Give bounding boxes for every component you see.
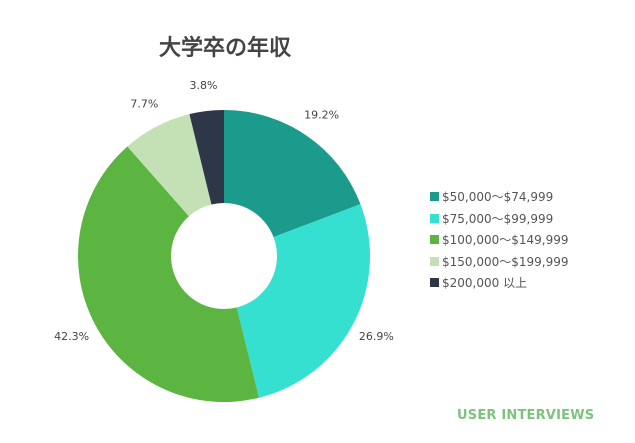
legend-label: $150,000～$199,999 (442, 254, 569, 269)
legend-swatch (430, 213, 439, 223)
legend-swatch (430, 235, 439, 245)
legend-item: $50,000～$74,999 (430, 186, 569, 208)
legend-item: $150,000～$199,999 (430, 251, 569, 273)
data-label: 7.7% (130, 98, 158, 111)
data-label: 42.3% (54, 330, 89, 343)
data-label: 26.9% (359, 330, 394, 343)
legend-swatch (430, 192, 439, 202)
legend-item: $75,000～$99,999 (430, 208, 569, 230)
legend: $50,000～$74,999 $75,000～$99,999 $100,000～$… (430, 186, 569, 294)
legend-label: $200,000 以上 (442, 276, 528, 291)
legend-label: $100,000～$149,999 (442, 233, 569, 248)
data-label: 19.2% (304, 108, 339, 121)
brand-logo: USER INTERVIEWS (457, 408, 595, 423)
legend-swatch (430, 256, 439, 266)
legend-label: $50,000～$74,999 (442, 190, 554, 205)
legend-swatch (430, 278, 439, 288)
pie-slice (127, 114, 212, 217)
pie-slice (189, 110, 224, 205)
legend-label: $75,000～$99,999 (442, 211, 554, 226)
pie-slice (78, 146, 260, 402)
chart-title: 大学卒の年収 (158, 36, 291, 61)
data-label: 3.8% (190, 79, 218, 92)
pie-slice (224, 110, 361, 238)
legend-item: $200,000 以上 (430, 272, 569, 294)
pie-slice (236, 204, 370, 398)
legend-item: $100,000～$149,999 (430, 229, 569, 251)
